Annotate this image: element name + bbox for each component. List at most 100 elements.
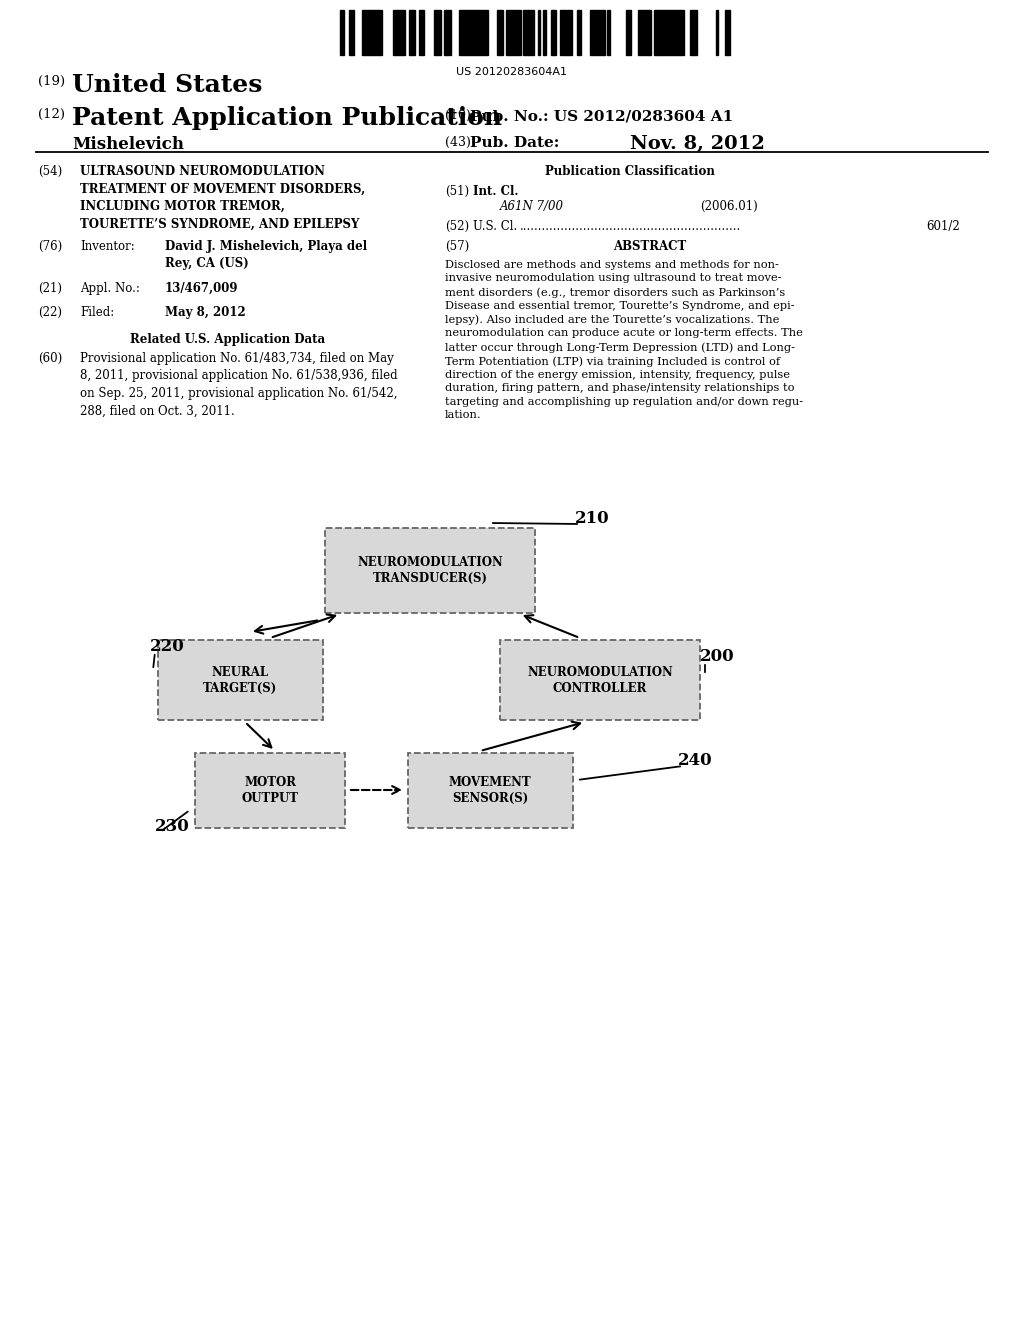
Text: Int. Cl.: Int. Cl.: [473, 185, 518, 198]
Text: MOVEMENT
SENSOR(S): MOVEMENT SENSOR(S): [449, 776, 531, 804]
Text: 210: 210: [575, 510, 609, 527]
Text: MOTOR
OUTPUT: MOTOR OUTPUT: [242, 776, 299, 804]
Text: Disclosed are methods and systems and methods for non-
invasive neuromodulation : Disclosed are methods and systems and me…: [445, 260, 803, 420]
Bar: [485, 11, 487, 55]
Text: 13/467,009: 13/467,009: [165, 282, 239, 294]
Bar: [340, 11, 344, 55]
Text: (43): (43): [445, 136, 471, 149]
Text: Nov. 8, 2012: Nov. 8, 2012: [630, 135, 765, 153]
Text: ...........................................................: ........................................…: [520, 220, 741, 234]
Bar: [374, 11, 378, 55]
Text: (19): (19): [38, 75, 66, 88]
Bar: [433, 11, 436, 55]
Text: ABSTRACT: ABSTRACT: [613, 240, 687, 253]
Bar: [538, 11, 541, 55]
Bar: [409, 11, 412, 55]
Bar: [551, 11, 553, 55]
Bar: [392, 11, 398, 55]
Bar: [400, 11, 404, 55]
Text: (54): (54): [38, 165, 62, 178]
Bar: [666, 11, 668, 55]
Text: (2006.01): (2006.01): [700, 201, 758, 213]
Text: (60): (60): [38, 352, 62, 366]
Bar: [523, 11, 528, 55]
Bar: [565, 11, 568, 55]
Bar: [680, 11, 684, 55]
Text: NEUROMODULATION
CONTROLLER: NEUROMODULATION CONTROLLER: [527, 665, 673, 694]
Text: 220: 220: [150, 638, 184, 655]
Bar: [362, 11, 365, 55]
Bar: [690, 11, 694, 55]
Text: United States: United States: [72, 73, 262, 96]
Text: A61N 7/00: A61N 7/00: [500, 201, 564, 213]
Bar: [408, 752, 572, 828]
Text: Filed:: Filed:: [80, 306, 115, 319]
Bar: [500, 640, 700, 719]
Bar: [668, 11, 674, 55]
Bar: [349, 11, 354, 55]
Text: 230: 230: [155, 818, 189, 836]
Bar: [444, 11, 446, 55]
Text: Pub. Date:: Pub. Date:: [470, 136, 559, 150]
Bar: [642, 11, 648, 55]
Bar: [398, 11, 400, 55]
Text: (10): (10): [445, 110, 471, 121]
Text: May 8, 2012: May 8, 2012: [165, 306, 246, 319]
Bar: [506, 11, 510, 55]
Text: US 20120283604A1: US 20120283604A1: [457, 67, 567, 77]
Text: (52): (52): [445, 220, 469, 234]
Bar: [568, 11, 571, 55]
Bar: [515, 11, 520, 55]
Bar: [459, 11, 465, 55]
Bar: [656, 11, 658, 55]
Text: 200: 200: [700, 648, 734, 665]
Bar: [658, 11, 666, 55]
Text: (76): (76): [38, 240, 62, 253]
Bar: [553, 11, 556, 55]
Bar: [378, 11, 382, 55]
Bar: [578, 11, 581, 55]
Bar: [676, 11, 680, 55]
Bar: [477, 11, 485, 55]
Bar: [446, 11, 451, 55]
Bar: [369, 11, 374, 55]
Text: U.S. Cl.: U.S. Cl.: [473, 220, 517, 234]
Text: NEURAL
TARGET(S): NEURAL TARGET(S): [203, 665, 278, 694]
Bar: [419, 11, 424, 55]
Bar: [472, 11, 477, 55]
Text: Publication Classification: Publication Classification: [545, 165, 715, 178]
Bar: [325, 528, 535, 612]
Text: Provisional application No. 61/483,734, filed on May
8, 2011, provisional applic: Provisional application No. 61/483,734, …: [80, 352, 397, 417]
Text: (22): (22): [38, 306, 62, 319]
Bar: [591, 11, 597, 55]
Bar: [468, 11, 472, 55]
Text: Mishelevich: Mishelevich: [72, 136, 184, 153]
Text: Patent Application Publication: Patent Application Publication: [72, 106, 502, 129]
Bar: [626, 11, 631, 55]
Text: David J. Mishelevich, Playa del
Rey, CA (US): David J. Mishelevich, Playa del Rey, CA …: [165, 240, 368, 271]
Text: (51): (51): [445, 185, 469, 198]
Bar: [436, 11, 441, 55]
Bar: [653, 11, 656, 55]
Bar: [158, 640, 323, 719]
Text: Pub. No.: US 2012/0283604 A1: Pub. No.: US 2012/0283604 A1: [470, 110, 733, 123]
Text: NEUROMODULATION
TRANSDUCER(S): NEUROMODULATION TRANSDUCER(S): [357, 556, 503, 585]
Bar: [195, 752, 345, 828]
Bar: [560, 11, 562, 55]
Text: (12): (12): [38, 108, 65, 121]
Bar: [648, 11, 651, 55]
Bar: [725, 11, 730, 55]
Text: Related U.S. Application Data: Related U.S. Application Data: [130, 333, 326, 346]
Text: Inventor:: Inventor:: [80, 240, 135, 253]
Bar: [597, 11, 605, 55]
Bar: [694, 11, 697, 55]
Bar: [638, 11, 642, 55]
Bar: [412, 11, 415, 55]
Bar: [365, 11, 369, 55]
Bar: [607, 11, 610, 55]
Text: ULTRASOUND NEUROMODULATION
TREATMENT OF MOVEMENT DISORDERS,
INCLUDING MOTOR TREM: ULTRASOUND NEUROMODULATION TREATMENT OF …: [80, 165, 366, 231]
Bar: [562, 11, 565, 55]
Bar: [510, 11, 515, 55]
Bar: [716, 11, 718, 55]
Bar: [674, 11, 676, 55]
